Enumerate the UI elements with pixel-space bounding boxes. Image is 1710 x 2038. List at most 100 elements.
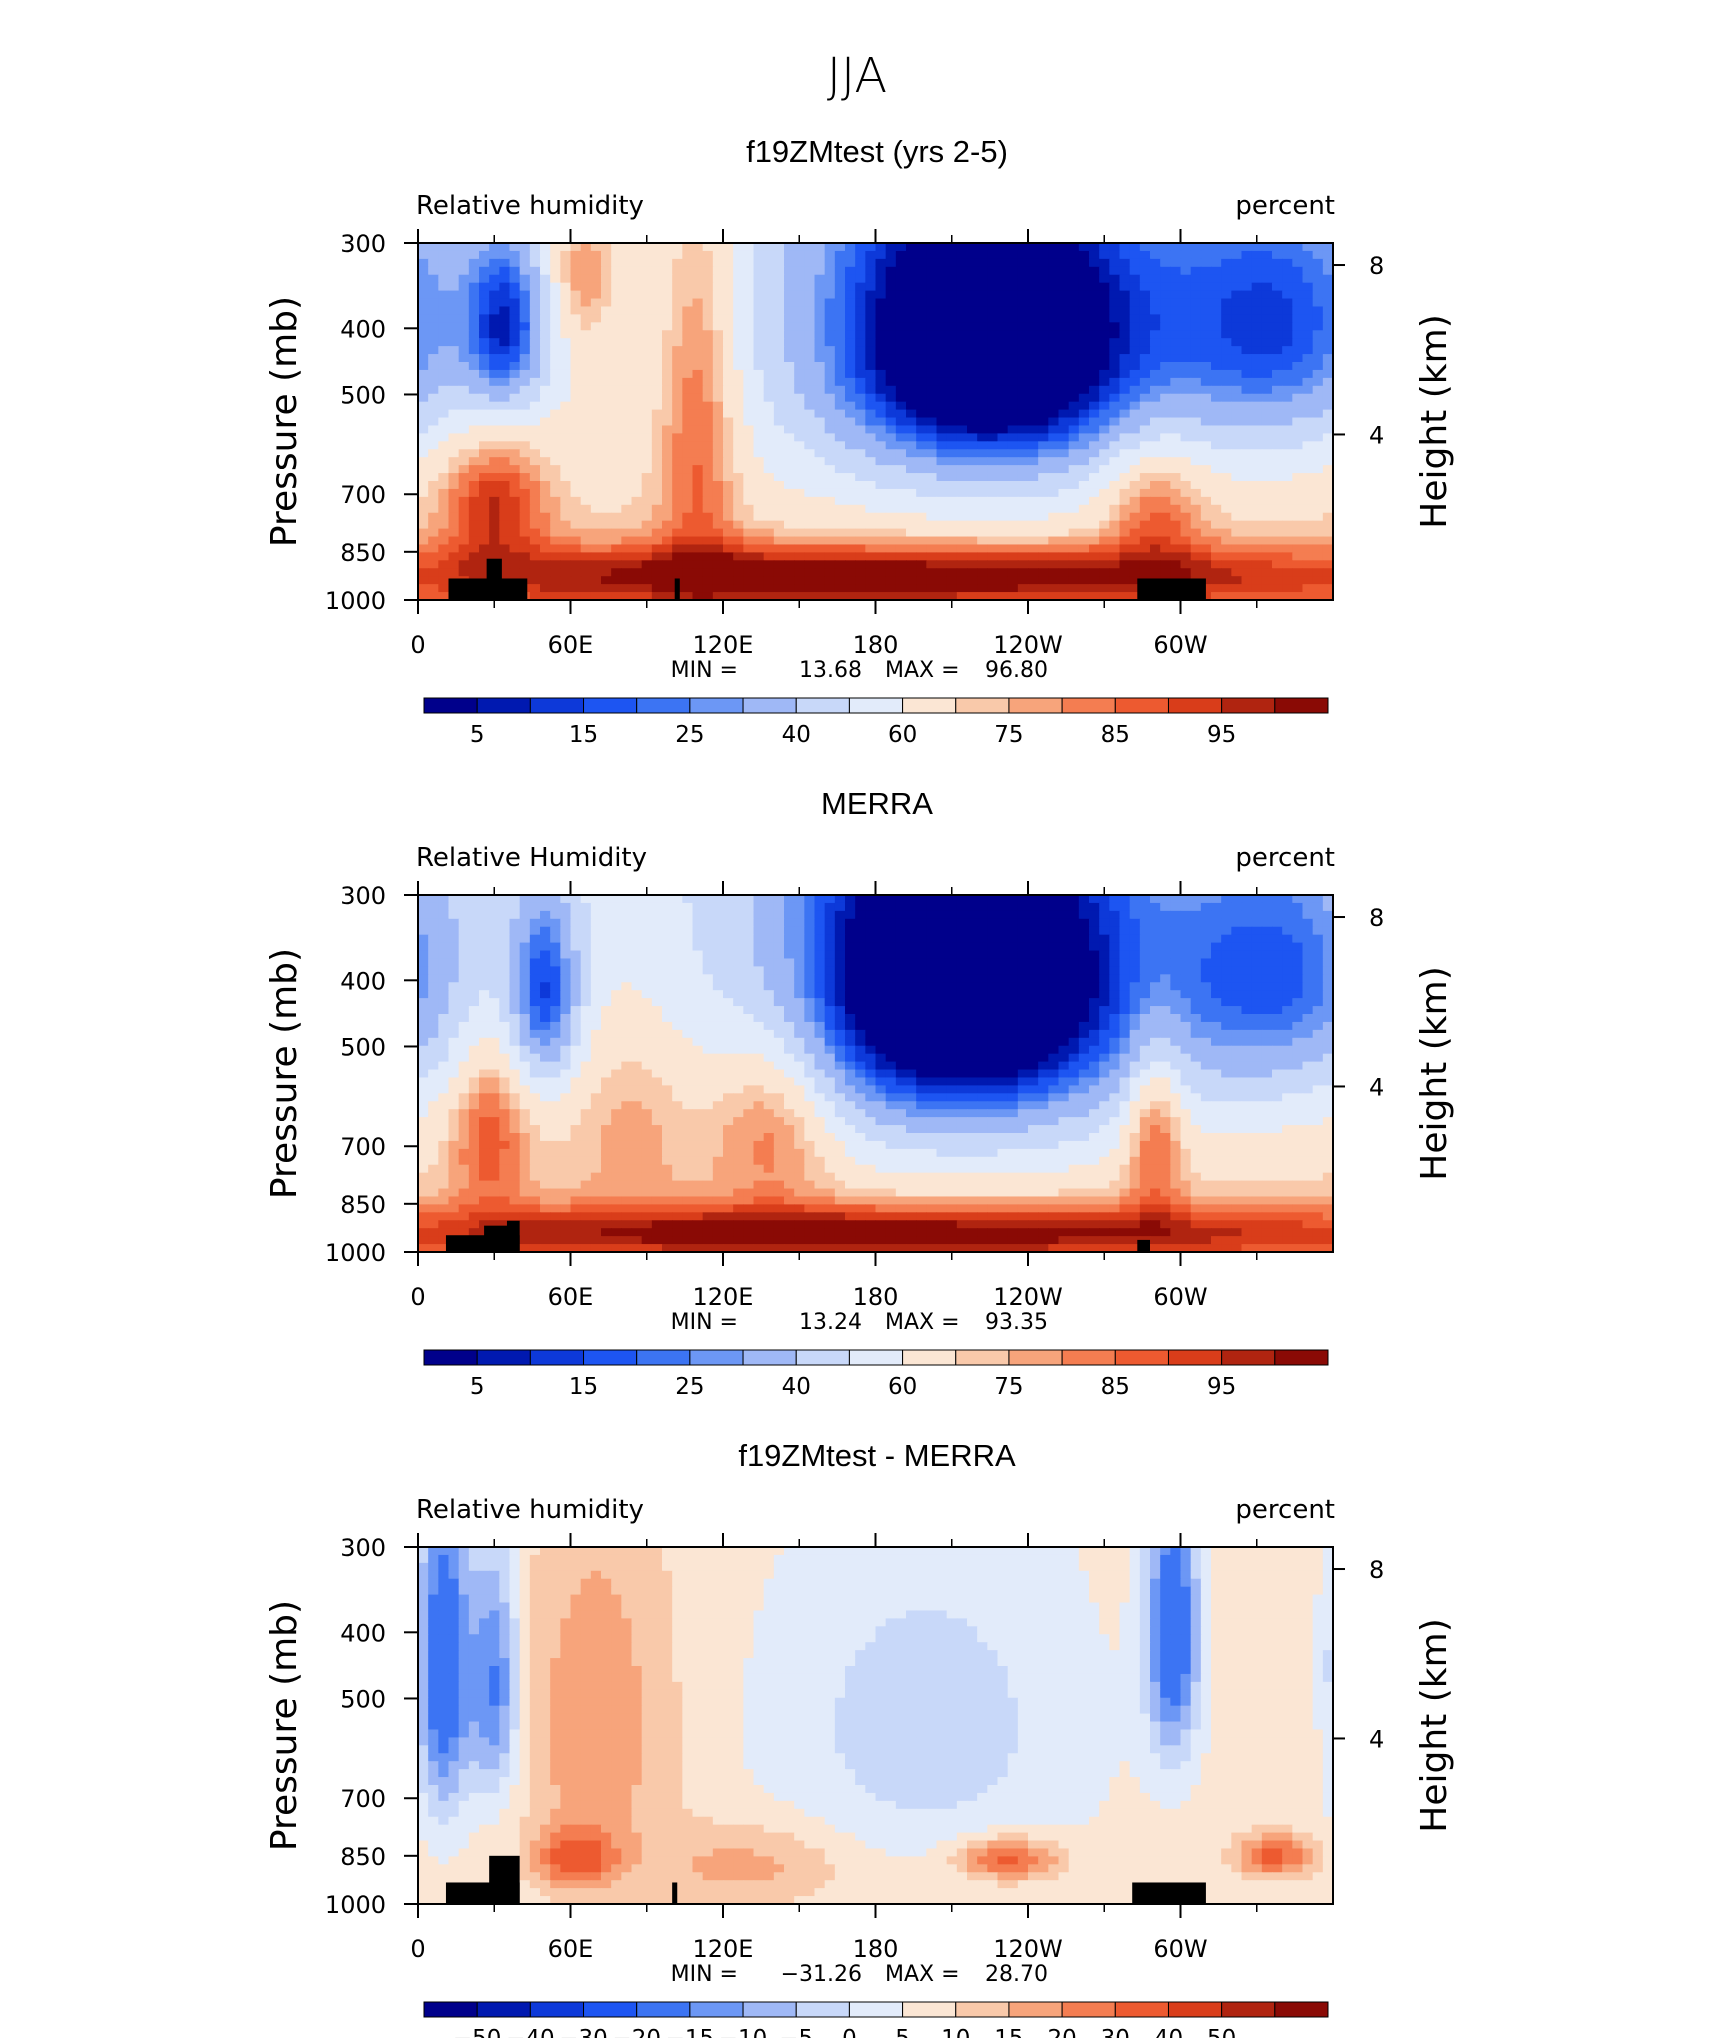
contour-cell (1028, 457, 1039, 466)
contour-cell (601, 966, 612, 975)
contour-cell (448, 504, 460, 514)
contour-cell (743, 243, 755, 252)
contour-cell (845, 346, 856, 355)
contour-cell (1058, 362, 1070, 371)
contour-cell (631, 282, 643, 292)
contour-cell (702, 465, 714, 474)
contour-cell (1007, 918, 1019, 928)
contour-cell (418, 473, 429, 482)
contour-cell (1048, 409, 1060, 419)
contour-cell (916, 441, 927, 450)
contour-cell (479, 409, 490, 419)
contour-cell (845, 895, 856, 904)
contour-cell (794, 560, 805, 569)
contour-cell (845, 536, 856, 546)
contour-cell (1119, 401, 1131, 411)
contour-cell (1017, 488, 1029, 498)
contour-cell (1221, 377, 1232, 387)
contour-cell (1017, 942, 1029, 952)
contour-cell (916, 592, 927, 601)
contour-cell (936, 330, 948, 339)
contour-cell (885, 950, 897, 960)
contour-cell (906, 942, 917, 952)
contour-cell (519, 354, 531, 363)
contour-cell (692, 250, 704, 260)
contour-cell (834, 488, 846, 498)
contour-cell (580, 966, 592, 975)
contour-cell (590, 568, 602, 577)
contour-cell (1292, 314, 1304, 323)
contour-cell (723, 950, 734, 960)
contour-cell (1302, 369, 1314, 379)
contour-cell (1231, 584, 1243, 593)
contour-cell (458, 266, 470, 276)
contour-cell (773, 528, 785, 538)
contour-cell (855, 290, 866, 300)
contour-cell (479, 282, 490, 292)
contour-cell (1028, 504, 1039, 514)
contour-cell (1058, 895, 1070, 904)
contour-cell (1261, 377, 1273, 387)
contour-cell (1007, 902, 1019, 912)
contour-cell (1261, 274, 1273, 284)
contour-cell (1038, 512, 1049, 522)
contour-cell (753, 425, 765, 434)
contour-cell (1089, 362, 1100, 371)
contour-cell (1089, 369, 1100, 379)
contour-cell (977, 512, 988, 522)
contour-cell (926, 441, 938, 450)
contour-cell (418, 568, 429, 577)
contour-cell (611, 346, 622, 355)
contour-cell (824, 895, 836, 904)
contour-cell (1221, 910, 1232, 920)
contour-cell (1231, 465, 1243, 474)
contour-cell (1078, 369, 1090, 379)
contour-cell (662, 473, 673, 482)
contour-cell (956, 536, 968, 546)
contour-cell (1292, 512, 1304, 522)
contour-cell (672, 385, 683, 395)
contour-cell (1048, 362, 1060, 371)
contour-cell (1099, 512, 1110, 522)
contour-cell (550, 393, 561, 403)
contour-cell (1119, 560, 1131, 569)
y-tick-label: 500 (340, 381, 386, 409)
contour-cell (580, 536, 592, 546)
contour-cell (1272, 401, 1283, 411)
contour-cell (834, 528, 846, 538)
contour-cell (601, 520, 612, 530)
contour-cell (1292, 282, 1304, 292)
contour-cell (967, 895, 978, 904)
contour-cell (977, 576, 988, 585)
contour-cell (773, 488, 785, 498)
contour-cell (784, 465, 795, 474)
contour-cell (692, 449, 704, 458)
contour-cell (550, 902, 561, 912)
contour-cell (641, 346, 653, 355)
contour-cell (692, 457, 704, 466)
contour-cell (418, 496, 429, 506)
contour-cell (1150, 409, 1161, 419)
contour-cell (906, 449, 917, 458)
contour-cell (1302, 895, 1314, 904)
contour-cell (1129, 449, 1141, 458)
contour-cell (1180, 895, 1192, 904)
contour-cell (885, 457, 897, 466)
contour-cell (784, 473, 795, 482)
contour-cell (1129, 322, 1141, 331)
contour-cell (641, 362, 653, 371)
contour-cell (692, 934, 704, 944)
contour-cell (529, 433, 541, 442)
contour-cell (723, 417, 734, 427)
contour-cell (631, 243, 643, 252)
contour-cell (651, 958, 663, 967)
contour-cell (875, 488, 887, 498)
contour-cell (784, 568, 795, 577)
contour-cell (784, 958, 795, 967)
contour-cell (1322, 322, 1334, 331)
contour-cell (1200, 536, 1212, 546)
contour-cell (1200, 250, 1212, 260)
contour-cell (1150, 338, 1161, 347)
contour-cell (702, 425, 714, 434)
contour-cell (824, 584, 836, 593)
